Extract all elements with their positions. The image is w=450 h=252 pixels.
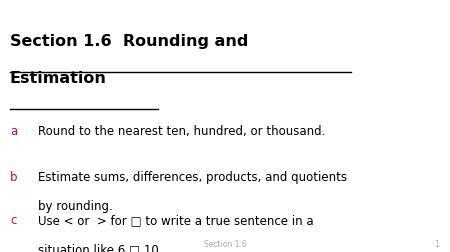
Text: 1: 1 xyxy=(434,239,439,248)
Text: Estimate sums, differences, products, and quotients: Estimate sums, differences, products, an… xyxy=(38,170,347,183)
Text: Round to the nearest ten, hundred, or thousand.: Round to the nearest ten, hundred, or th… xyxy=(38,125,326,138)
Text: a: a xyxy=(10,125,17,138)
Text: Estimation: Estimation xyxy=(10,71,107,85)
Text: situation like 6 □ 10.: situation like 6 □ 10. xyxy=(38,242,163,252)
Text: b: b xyxy=(10,170,18,183)
Text: Section 1.6: Section 1.6 xyxy=(203,239,247,248)
Text: Section 1.6  Rounding and: Section 1.6 Rounding and xyxy=(10,34,248,49)
Text: by rounding.: by rounding. xyxy=(38,199,113,212)
Text: Use < or  > for □ to write a true sentence in a: Use < or > for □ to write a true sentenc… xyxy=(38,213,314,226)
Text: c: c xyxy=(10,213,16,226)
